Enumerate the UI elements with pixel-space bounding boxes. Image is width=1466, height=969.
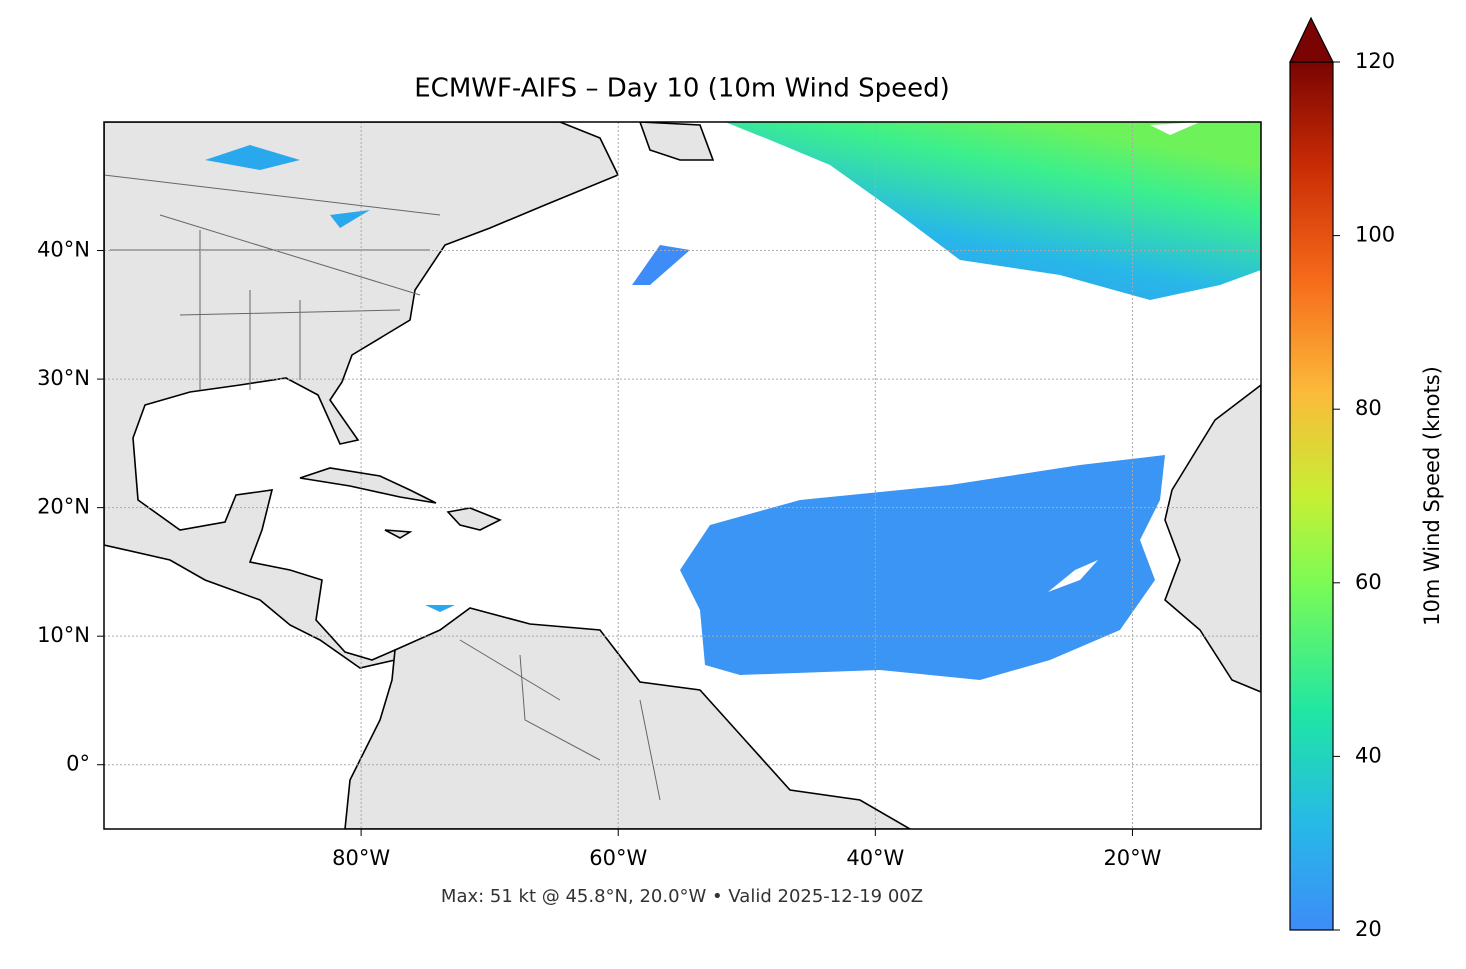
colorbar-tick-label: 20 [1355, 917, 1382, 941]
colorbar-tick-label: 120 [1355, 49, 1395, 73]
colorbar-extend [1289, 16, 1334, 63]
y-tick-label: 20°N [37, 495, 90, 519]
colorbar-label: 10m Wind Speed (knots) [1420, 366, 1444, 626]
colorbar-tick-label: 60 [1355, 570, 1382, 594]
map-frame [103, 121, 1262, 830]
footer: Max: 51 kt @ 45.8°N, 20.0°W • Valid 2025… [441, 886, 923, 907]
y-tick-label: 30°N [37, 366, 90, 390]
land [104, 122, 1261, 829]
wind-field [680, 455, 1165, 680]
borders [104, 174, 661, 801]
y-tick-label: 0° [66, 752, 90, 776]
y-tick-label: 40°N [37, 238, 90, 262]
x-tick-label: 40°W [846, 846, 904, 870]
colorbar-tick-label: 40 [1355, 743, 1382, 767]
grid [104, 122, 1261, 829]
colorbar-tick-label: 100 [1355, 223, 1395, 247]
x-tick-label: 80°W [332, 846, 390, 870]
y-tick-label: 10°N [37, 623, 90, 647]
map-title: ECMWF-AIFS – Day 10 (10m Wind Speed) [414, 74, 950, 104]
colorbar-tick-label: 80 [1355, 396, 1382, 420]
map-area [104, 122, 1261, 829]
x-tick-label: 20°W [1103, 846, 1161, 870]
wind-field [725, 122, 1261, 300]
colorbar [1289, 61, 1334, 931]
wind-field [632, 245, 690, 285]
x-tick-label: 60°W [589, 846, 647, 870]
